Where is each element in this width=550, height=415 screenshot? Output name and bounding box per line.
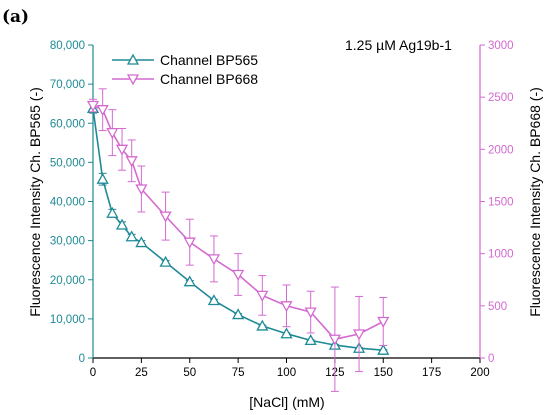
- data-point: [135, 236, 148, 248]
- y-left-tick-label: 0: [79, 353, 85, 365]
- data-point: [125, 156, 138, 168]
- data-point: [207, 294, 221, 306]
- x-tick-label: 200: [470, 367, 489, 379]
- series-layer: [86, 88, 390, 392]
- data-point: [280, 327, 293, 339]
- data-point: [352, 329, 366, 341]
- series-line: [92, 104, 384, 341]
- data-point: [106, 206, 119, 218]
- x-tick-label: 50: [183, 367, 196, 379]
- panel-label: (a): [2, 7, 29, 27]
- data-point: [280, 301, 293, 313]
- data-point: [96, 105, 109, 117]
- y-right-tick-label: 500: [488, 301, 507, 313]
- data-point: [377, 316, 390, 328]
- y-right-tick-label: 1500: [488, 197, 514, 209]
- data-point: [106, 127, 119, 139]
- data-point: [159, 255, 172, 267]
- data-point: [256, 319, 269, 331]
- data-point: [328, 334, 341, 346]
- data-point: [232, 269, 245, 281]
- y-right-tick-label: 0: [488, 353, 494, 365]
- data-point: [304, 334, 317, 346]
- y-right-tick-label: 2000: [488, 144, 514, 156]
- concentration-annotation: 1.25 µM Ag19b-1: [345, 37, 452, 53]
- y-left-tick-label: 60,000: [50, 118, 85, 130]
- data-point: [304, 307, 317, 319]
- data-point: [377, 343, 390, 355]
- data-point: [232, 308, 245, 320]
- data-point: [125, 230, 138, 242]
- legend-label: Channel BP668: [160, 71, 258, 87]
- y-left-tick-label: 20,000: [50, 275, 85, 287]
- y-axis-left-title: Fluorescence Intensity Ch. BP565 (-): [27, 87, 43, 317]
- y-left-tick-label: 70,000: [50, 79, 85, 91]
- x-tick-label: 150: [374, 367, 393, 379]
- x-axis-title: [NaCl] (mM): [249, 394, 324, 410]
- y-left-tick-label: 80,000: [50, 40, 85, 52]
- data-point: [135, 184, 148, 196]
- data-point: [183, 275, 196, 287]
- x-tick-label: 100: [277, 367, 296, 379]
- data-point: [115, 144, 129, 156]
- data-point: [159, 211, 172, 223]
- series-bp565: [86, 102, 390, 355]
- legend: Channel BP565 Channel BP668: [112, 52, 258, 87]
- x-tick-label: 175: [422, 367, 441, 379]
- y-left-tick-label: 50,000: [50, 157, 85, 169]
- series-line: [92, 108, 384, 351]
- axes: 0 25 50 75 100 125 150 175 200010,00020,00030,00…: [50, 40, 514, 379]
- data-point: [256, 290, 269, 302]
- y-right-tick-label: 3000: [488, 40, 514, 52]
- legend-marker: [126, 74, 140, 86]
- data-point: [115, 218, 129, 230]
- data-point: [207, 254, 221, 266]
- y-left-tick-label: 30,000: [50, 236, 85, 248]
- y-axis-right-title: Fluorescence Intensity Ch. BP668 (-): [527, 87, 543, 317]
- data-point: [86, 100, 100, 112]
- x-tick-label: 0: [90, 367, 96, 379]
- y-left-tick-label: 10,000: [50, 314, 85, 326]
- y-right-tick-label: 1000: [488, 249, 514, 261]
- data-point: [183, 237, 196, 249]
- y-right-tick-label: 2500: [488, 92, 514, 104]
- data-point: [96, 172, 109, 184]
- legend-label: Channel BP565: [160, 52, 258, 68]
- legend-marker: [126, 53, 140, 65]
- x-tick-label: 25: [135, 367, 148, 379]
- x-tick-label: 75: [232, 367, 245, 379]
- y-left-tick-label: 40,000: [50, 197, 85, 209]
- series-bp668: [86, 88, 390, 392]
